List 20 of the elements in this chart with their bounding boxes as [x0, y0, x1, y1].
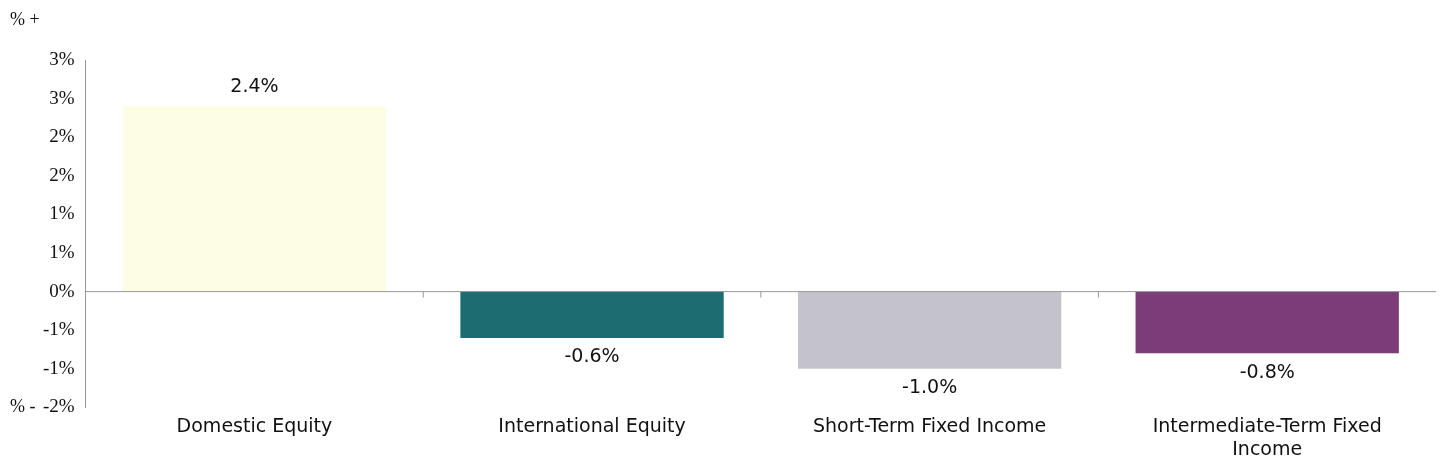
- data-label: -0.6%: [564, 344, 620, 367]
- y-tick-label: 1%: [49, 240, 75, 262]
- text: % -: [10, 396, 36, 417]
- x-tick-label: Intermediate-Term Fixed Income: [1152, 413, 1382, 459]
- text: % +: [10, 8, 40, 29]
- y-tick-label: -1%: [43, 318, 75, 340]
- data-label: -0.8%: [1239, 359, 1295, 382]
- y-tick-label: -2%: [43, 395, 75, 417]
- x-tick-label: Short-Term Fixed Income: [812, 413, 1047, 436]
- y-tick-label: 2%: [49, 125, 75, 147]
- y-tick-label: 3%: [49, 47, 75, 69]
- data-label: -1.0%: [902, 375, 958, 398]
- data-label: 2.4%: [230, 73, 279, 96]
- x-tick-label: International Equity: [498, 413, 686, 436]
- y-tick-label: 3%: [49, 86, 75, 108]
- x-tick-label: Domestic Equity: [176, 413, 333, 436]
- y-tick-label: -1%: [43, 356, 75, 378]
- y-tick-label: 1%: [49, 202, 75, 224]
- y-tick-label: 0%: [49, 279, 75, 301]
- y-tick-label: 2%: [49, 163, 75, 185]
